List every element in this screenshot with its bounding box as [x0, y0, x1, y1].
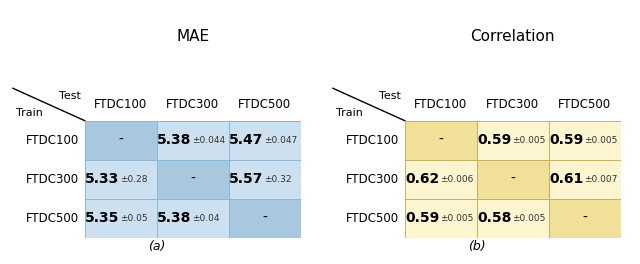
Bar [229, 160, 301, 199]
Text: FTDC300: FTDC300 [346, 173, 399, 186]
Bar [548, 121, 621, 160]
Bar [405, 160, 477, 199]
Text: ±0.005: ±0.005 [512, 136, 545, 145]
Bar [477, 160, 548, 199]
Text: ±0.32: ±0.32 [264, 175, 292, 184]
Text: ±0.005: ±0.005 [440, 214, 474, 223]
Text: FTDC100: FTDC100 [346, 134, 399, 147]
Text: Train: Train [337, 108, 364, 118]
Text: FTDC100: FTDC100 [414, 98, 467, 111]
Bar [548, 199, 621, 238]
Text: FTDC500: FTDC500 [26, 212, 79, 225]
Text: ±0.005: ±0.005 [512, 214, 545, 223]
Text: 5.35: 5.35 [85, 211, 119, 225]
Text: 5.57: 5.57 [229, 172, 264, 186]
Text: 0.58: 0.58 [477, 211, 511, 225]
Text: FTDC300: FTDC300 [166, 98, 220, 111]
Text: Correlation: Correlation [470, 29, 555, 44]
Bar [477, 199, 548, 238]
Text: 0.59: 0.59 [477, 133, 511, 147]
Text: ±0.006: ±0.006 [440, 175, 474, 184]
Text: FTDC300: FTDC300 [26, 173, 79, 186]
Bar [157, 160, 229, 199]
Text: (a): (a) [148, 241, 166, 253]
Text: FTDC500: FTDC500 [558, 98, 611, 111]
Text: ±0.04: ±0.04 [192, 214, 220, 223]
Bar [84, 199, 157, 238]
Text: FTDC300: FTDC300 [486, 98, 540, 111]
Bar [157, 121, 229, 160]
Text: -: - [262, 211, 268, 225]
Text: ±0.047: ±0.047 [264, 136, 298, 145]
Text: 0.59: 0.59 [405, 211, 440, 225]
Text: -: - [510, 172, 515, 186]
Bar [477, 121, 548, 160]
Text: (b): (b) [468, 241, 486, 253]
Text: 0.59: 0.59 [549, 133, 583, 147]
Bar [405, 199, 477, 238]
Bar [405, 121, 477, 160]
Text: Test: Test [380, 91, 401, 101]
Text: -: - [118, 133, 124, 147]
Text: ±0.05: ±0.05 [120, 214, 148, 223]
Text: -: - [190, 172, 195, 186]
Text: 5.38: 5.38 [157, 133, 191, 147]
Text: ±0.28: ±0.28 [120, 175, 148, 184]
Bar [84, 160, 157, 199]
Text: Train: Train [17, 108, 44, 118]
Text: 0.62: 0.62 [405, 172, 440, 186]
Text: ±0.005: ±0.005 [584, 136, 618, 145]
Text: -: - [582, 211, 588, 225]
Text: ±0.044: ±0.044 [192, 136, 225, 145]
Text: 5.38: 5.38 [157, 211, 191, 225]
Text: 5.33: 5.33 [85, 172, 119, 186]
Text: 0.61: 0.61 [549, 172, 583, 186]
Text: -: - [438, 133, 444, 147]
Bar [548, 160, 621, 199]
Bar [229, 199, 301, 238]
Bar [229, 121, 301, 160]
Text: ±0.007: ±0.007 [584, 175, 618, 184]
Text: MAE: MAE [176, 29, 209, 44]
Text: FTDC100: FTDC100 [26, 134, 79, 147]
Text: FTDC100: FTDC100 [94, 98, 147, 111]
Text: FTDC500: FTDC500 [238, 98, 291, 111]
Text: 5.47: 5.47 [229, 133, 264, 147]
Text: FTDC500: FTDC500 [346, 212, 399, 225]
Bar [84, 121, 157, 160]
Text: Test: Test [60, 91, 81, 101]
Bar [157, 199, 229, 238]
